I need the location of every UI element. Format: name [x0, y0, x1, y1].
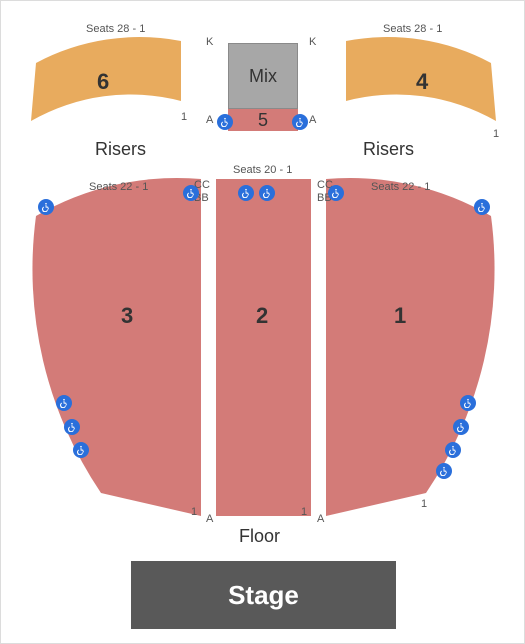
sec1-seat-range: Seats 22 - 1 — [371, 181, 430, 193]
floor-section-2 — [216, 179, 311, 516]
sec3-number: 3 — [121, 303, 133, 329]
stage-label: Stage — [228, 580, 299, 611]
sec1-one: 1 — [421, 498, 427, 510]
sec1-number: 1 — [394, 303, 406, 329]
accessible-icon — [436, 463, 452, 479]
accessible-icon — [445, 442, 461, 458]
sec2-one: 1 — [301, 506, 307, 518]
accessible-icon — [183, 185, 199, 201]
stage: Stage — [131, 561, 396, 629]
accessible-icon — [64, 419, 80, 435]
mix-label: Mix — [249, 66, 277, 87]
row-label: K — [309, 36, 316, 48]
sec4-one: 1 — [493, 128, 499, 140]
accessible-icon — [56, 395, 72, 411]
sec2-seat-range: Seats 20 - 1 — [233, 164, 292, 176]
sec6-one: 1 — [181, 111, 187, 123]
accessible-icon — [460, 395, 476, 411]
sec4-seat-range: Seats 28 - 1 — [383, 23, 442, 35]
sec5-number: 5 — [258, 110, 268, 131]
accessible-icon — [238, 185, 254, 201]
floor-section-1 — [326, 178, 495, 516]
row-label: K — [206, 36, 213, 48]
accessible-icon — [38, 199, 54, 215]
section-5: 5 — [228, 109, 298, 131]
sec3-one: 1 — [191, 506, 197, 518]
risers-label-right: Risers — [363, 139, 414, 160]
sec3-seat-range: Seats 22 - 1 — [89, 181, 148, 193]
accessible-icon — [217, 114, 233, 130]
sec4-number: 4 — [416, 69, 428, 95]
accessible-icon — [73, 442, 89, 458]
sec6-number: 6 — [97, 69, 109, 95]
accessible-icon — [328, 185, 344, 201]
risers-label-left: Risers — [95, 139, 146, 160]
mix-box: Mix — [228, 43, 298, 109]
accessible-icon — [453, 419, 469, 435]
row-label: A — [206, 513, 213, 525]
row-label: A — [309, 114, 316, 126]
sec2-number: 2 — [256, 303, 268, 329]
sec6-seat-range: Seats 28 - 1 — [86, 23, 145, 35]
floor-section-3 — [32, 178, 201, 516]
row-label: A — [206, 114, 213, 126]
accessible-icon — [474, 199, 490, 215]
row-label: A — [317, 513, 324, 525]
floor-label: Floor — [239, 526, 280, 547]
accessible-icon — [292, 114, 308, 130]
accessible-icon — [259, 185, 275, 201]
